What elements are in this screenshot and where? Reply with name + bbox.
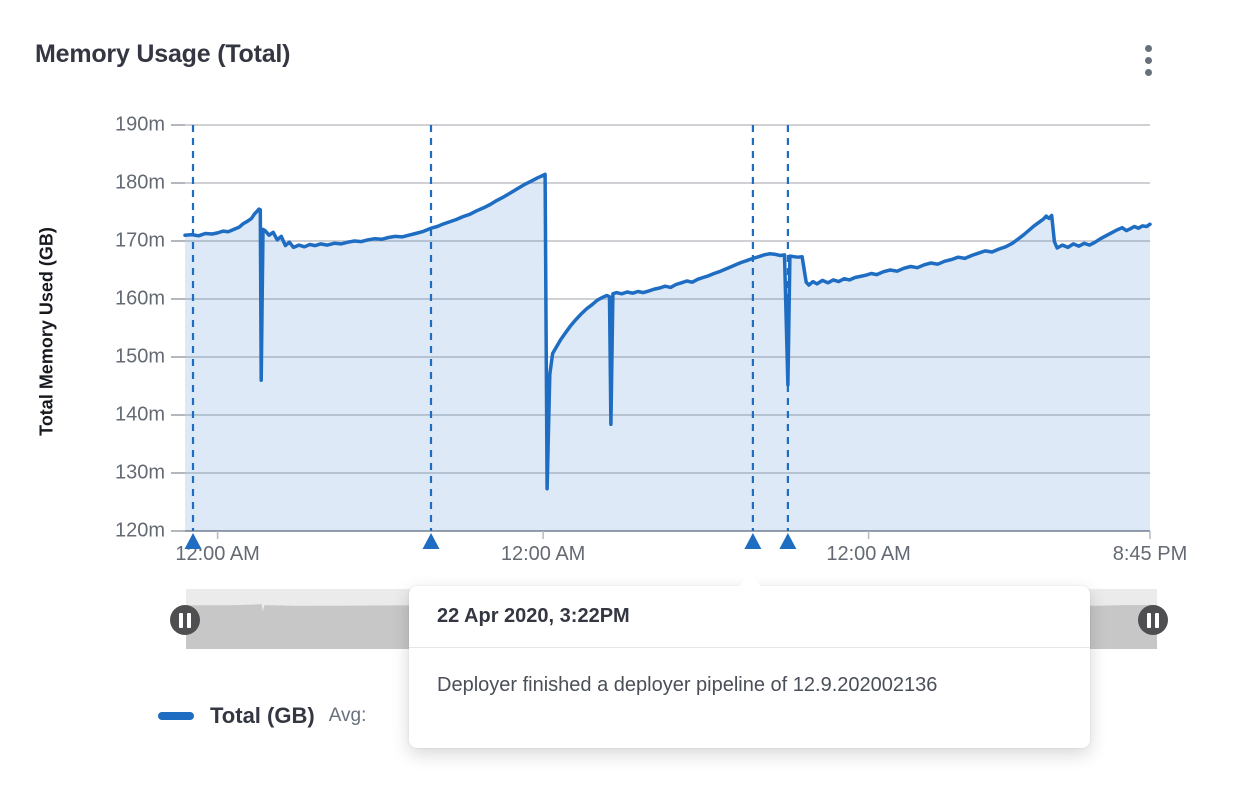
kebab-dot xyxy=(1144,56,1152,64)
kebab-dot xyxy=(1144,68,1152,76)
y-tick-label: 120m xyxy=(115,519,165,541)
annotation-marker-icon[interactable] xyxy=(422,533,440,549)
memory-usage-chart[interactable]: 190m 180m 170m 160m 150m 140m 130m 120m 12:00 AM… xyxy=(0,0,1244,578)
y-tick-label: 150m xyxy=(115,345,165,367)
pause-icon xyxy=(1147,612,1151,628)
series-avg-label: Avg: xyxy=(328,705,367,726)
series-legend-label[interactable]: Total (GB) xyxy=(210,703,315,728)
memory-series-line xyxy=(183,172,1152,491)
annotation-marker-icon[interactable] xyxy=(779,533,797,549)
x-tick-label: 12:00 AM xyxy=(501,543,586,565)
pause-icon xyxy=(187,612,191,628)
tooltip-caret-icon xyxy=(738,574,762,587)
annotation-marker-icon[interactable] xyxy=(184,533,202,549)
annotation-marker-icon[interactable] xyxy=(744,533,762,549)
x-tick-label: 8:45 PM xyxy=(1113,543,1187,565)
page-title: Memory Usage (Total) xyxy=(35,40,291,68)
y-tick-label: 160m xyxy=(115,287,165,309)
y-tick-label: 180m xyxy=(115,171,165,193)
panel-options-kebab-icon[interactable] xyxy=(1134,38,1162,82)
x-tick-label: 12:00 AM xyxy=(826,543,911,565)
brush-handle-left[interactable] xyxy=(170,605,200,635)
pause-icon xyxy=(1155,612,1159,628)
pause-icon xyxy=(179,612,183,628)
kebab-dot xyxy=(1144,44,1152,52)
series-color-swatch xyxy=(158,712,194,720)
y-tick-label: 130m xyxy=(115,461,165,483)
chart-legend: Total (GB) Avg: xyxy=(158,701,366,731)
memory-series-area xyxy=(185,174,1150,532)
tooltip-message: Deployer finished a deployer pipeline of… xyxy=(437,674,938,696)
y-tick-label: 170m xyxy=(115,229,165,251)
y-tick-label: 140m xyxy=(115,403,165,425)
brush-handle-right[interactable] xyxy=(1138,605,1168,635)
y-tick-label: 190m xyxy=(115,113,165,135)
annotation-tooltip: 22 Apr 2020, 3:22PM Deployer finished a … xyxy=(409,574,1090,748)
tooltip-timestamp: 22 Apr 2020, 3:22PM xyxy=(409,586,1090,648)
